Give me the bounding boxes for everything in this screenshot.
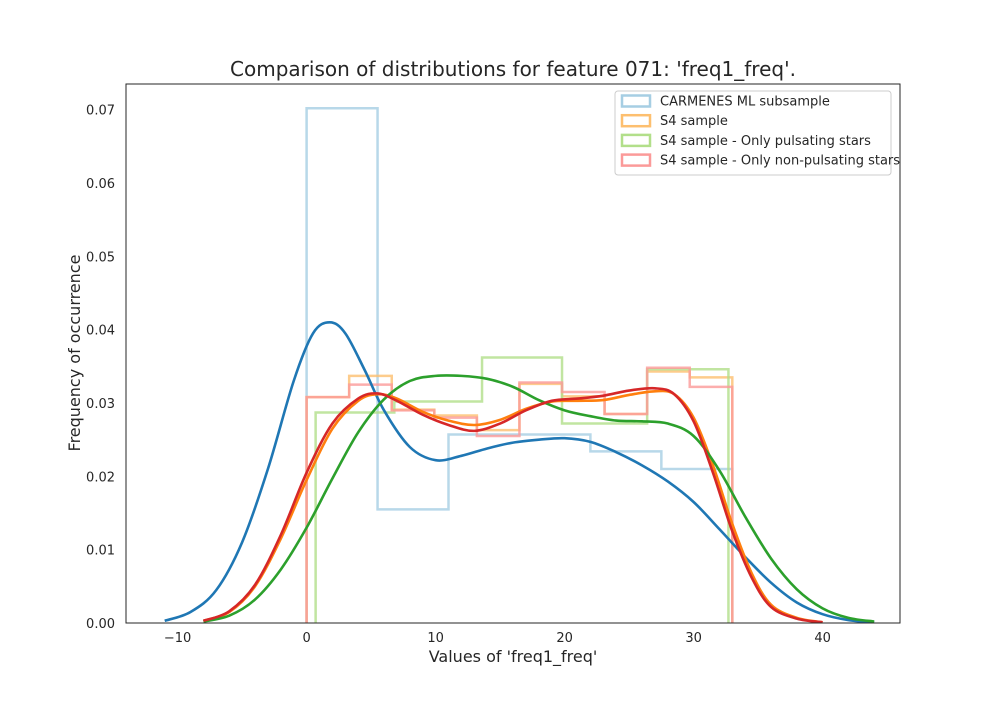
legend-box (614, 90, 892, 176)
y-tick-label: 0.01 (86, 544, 115, 559)
legend-swatch (620, 133, 652, 148)
histogram-3 (314, 356, 730, 623)
plot-frame (125, 83, 901, 624)
y-tick-label: 0.07 (86, 104, 115, 119)
x-tick-label: 40 (814, 631, 831, 646)
legend-swatch (620, 153, 652, 167)
chart-title: Comparison of distributions for feature … (230, 57, 796, 81)
kde-curve-2 (202, 389, 823, 624)
x-tick-labels: −10 0 10 20 30 40 (164, 631, 831, 646)
histogram-1 (305, 106, 734, 623)
legend-label: CARMENES ML subsample (660, 95, 830, 110)
legend-label: S4 sample - Only pulsating stars (660, 134, 871, 149)
y-tick-label: 0.03 (86, 397, 115, 412)
y-tick-label: 0.04 (86, 324, 115, 339)
x-tick-label: 30 (685, 631, 702, 646)
legend: CARMENES ML subsample S4 sample S4 sample … (614, 90, 900, 176)
x-tick-label: 0 (302, 631, 310, 646)
legend-label: S4 sample - Only non-pulsating stars (660, 154, 900, 169)
x-tick-label: −10 (164, 631, 191, 646)
legend-label: S4 sample (660, 114, 728, 129)
y-tick-label: 0.00 (86, 617, 115, 632)
kde-layer (164, 321, 875, 624)
x-tick-label: 20 (556, 631, 573, 646)
legend-items: CARMENES ML subsample S4 sample S4 sample … (620, 94, 900, 169)
y-tick-label: 0.02 (86, 470, 115, 485)
y-tick-label: 0.05 (86, 250, 115, 265)
legend-swatch (620, 113, 652, 128)
kde-curve-4 (202, 386, 823, 624)
histogram-layer (305, 106, 734, 623)
x-axis-label: Values of 'freq1_freq' (429, 647, 598, 667)
y-axis-label: Frequency of occurrence (65, 255, 84, 452)
histogram-4 (305, 366, 734, 623)
y-tick-label: 0.06 (86, 177, 115, 192)
legend-swatch (620, 94, 652, 108)
kde-curve-1 (164, 321, 875, 624)
y-tick-labels: 0.00 0.01 0.02 0.03 0.04 0.05 0.06 0.07 (86, 104, 115, 632)
x-tick-label: 10 (427, 631, 444, 646)
kde-curve-3 (203, 374, 875, 623)
